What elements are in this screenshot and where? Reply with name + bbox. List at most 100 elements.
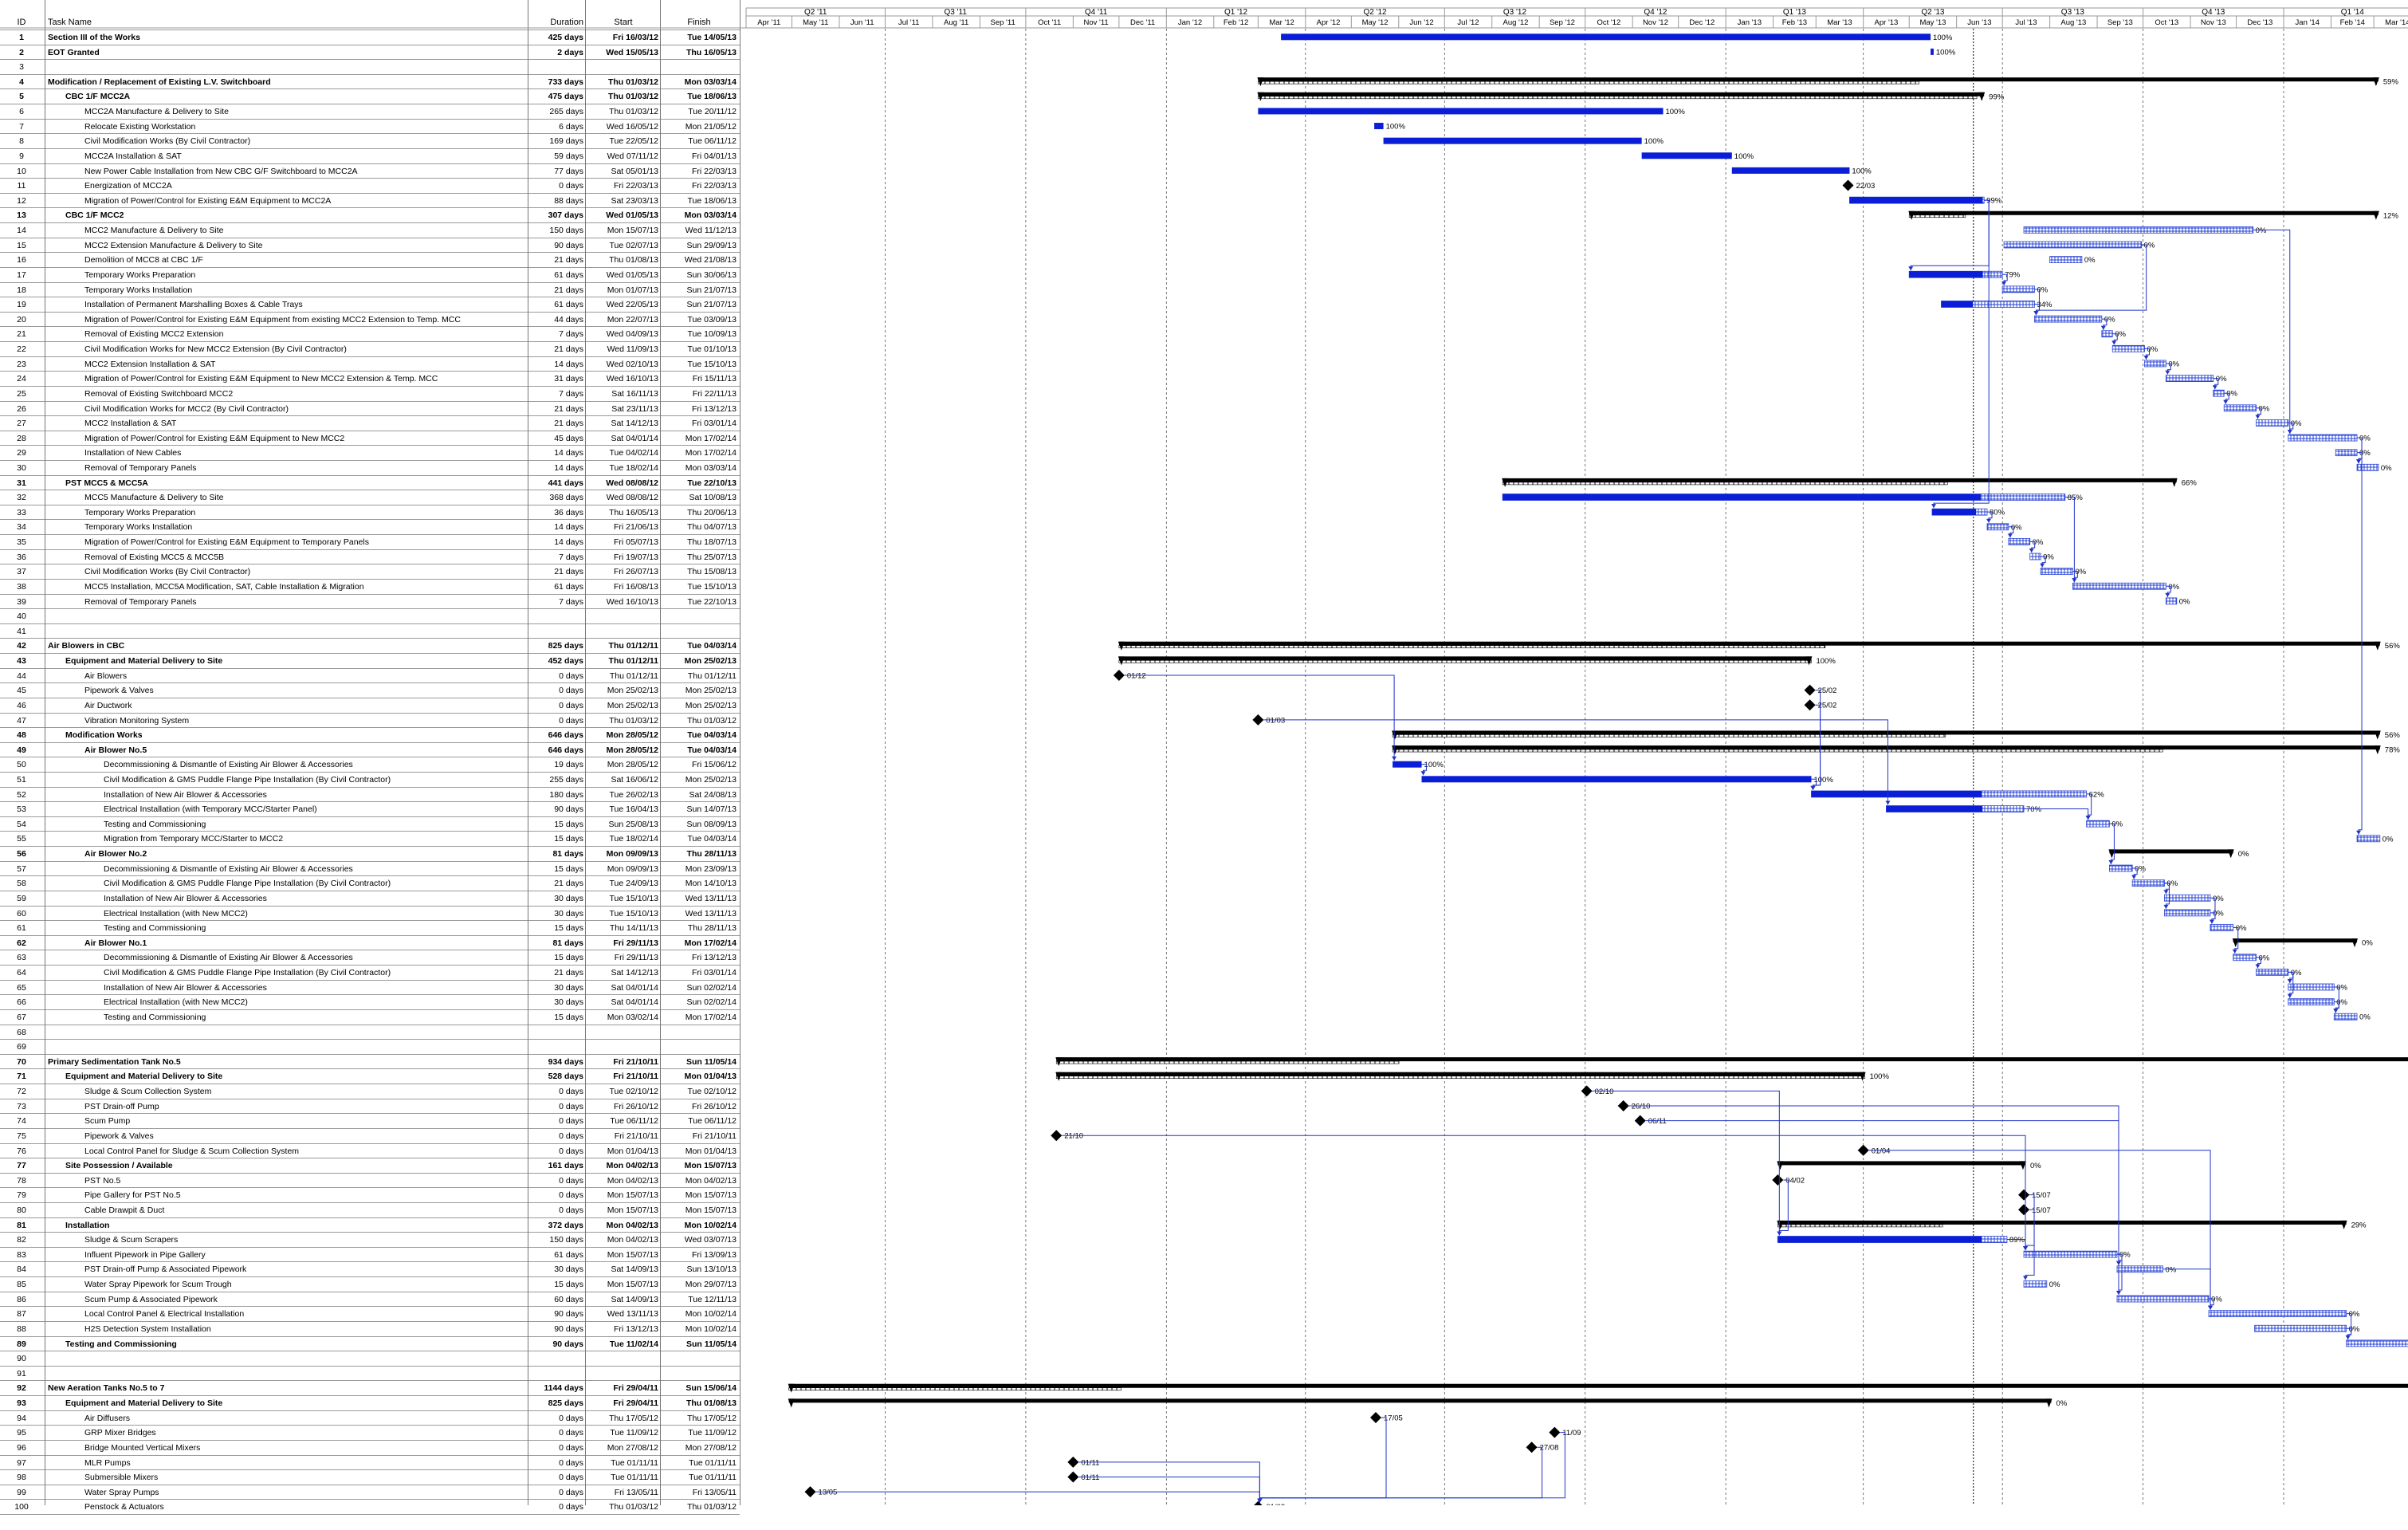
task-row[interactable]: 29 Installation of New Cables 14 days Tue 0…: [0, 445, 740, 461]
task-row[interactable]: 10 New Power Cable Installation from New …: [0, 163, 740, 179]
task-row[interactable]: 6 MCC2A Manufacture & Delivery to Site 265…: [0, 104, 740, 120]
column-header-finish[interactable]: Finish: [687, 18, 711, 27]
task-row[interactable]: 97 MLR Pumps 0 days Tue 01/11/11 Tue 01/11/1…: [0, 1454, 740, 1471]
task-row[interactable]: 93 Equipment and Material Delivery to Sit…: [0, 1395, 740, 1411]
task-row[interactable]: 95 GRP Mixer Bridges 0 days Tue 11/09/12 Tue…: [0, 1425, 740, 1441]
task-row[interactable]: 52 Installation of New Air Blower & Acces…: [0, 786, 740, 803]
task-row[interactable]: 68: [0, 1024, 740, 1040]
task-row[interactable]: 30 Removal of Temporary Panels 14 days Tue …: [0, 459, 740, 476]
task-row[interactable]: 71 Equipment and Material Delivery to Sit…: [0, 1068, 740, 1084]
task-row[interactable]: 8 Civil Modification Works (By Civil Cont…: [0, 133, 740, 149]
task-row[interactable]: 65 Installation of New Air Blower & Acces…: [0, 979, 740, 996]
task-row[interactable]: 58 Civil Modification & GMS Puddle Flange…: [0, 875, 740, 891]
task-row[interactable]: 74 Scum Pump 0 days Tue 06/11/12 Tue 06/11/1…: [0, 1113, 740, 1129]
task-row[interactable]: 33 Temporary Works Preparation 36 days Thu …: [0, 504, 740, 521]
task-row[interactable]: 34 Temporary Works Installation 14 days Fri…: [0, 519, 740, 535]
task-row[interactable]: 69: [0, 1039, 740, 1055]
task-row[interactable]: 26 Civil Modification Works for MCC2 (By …: [0, 400, 740, 417]
task-row[interactable]: 4 Modification / Replacement of Existing …: [0, 73, 740, 90]
column-header-id[interactable]: ID: [17, 18, 26, 27]
task-row[interactable]: 66 Electrical Installation (with New MCC2…: [0, 994, 740, 1010]
task-row[interactable]: 67 Testing and Commissioning 15 days Mon 03…: [0, 1009, 740, 1025]
task-row[interactable]: 22 Civil Modification Works for New MCC2 …: [0, 341, 740, 357]
task-row[interactable]: 85 Water Spray Pipework for Scum Trough 15…: [0, 1276, 740, 1292]
task-row[interactable]: 89 Testing and Commissioning 90 days Tue 11…: [0, 1335, 740, 1352]
task-row[interactable]: 64 Civil Modification & GMS Puddle Flange…: [0, 965, 740, 981]
task-row[interactable]: 27 MCC2 Installation & SAT 21 days Sat 14/1…: [0, 415, 740, 431]
task-row[interactable]: 78 PST No.5 0 days Mon 04/02/13 Mon 04/02/13: [0, 1172, 740, 1189]
column-header-duration[interactable]: Duration: [550, 18, 583, 27]
task-row[interactable]: 44 Air Blowers 0 days Thu 01/12/11 Thu 01/12…: [0, 667, 740, 684]
task-row[interactable]: 80 Cable Drawpit & Duct 0 days Mon 15/07/13…: [0, 1202, 740, 1218]
task-row[interactable]: 92 New Aeration Tanks No.5 to 7 1144 days F…: [0, 1380, 740, 1396]
task-row[interactable]: 7 Relocate Existing Workstation 6 days Wed …: [0, 118, 740, 135]
task-row[interactable]: 2 EOT Granted 2 days Wed 15/05/13 Thu 16/05/…: [0, 44, 740, 61]
task-row[interactable]: 51 Civil Modification & GMS Puddle Flange…: [0, 772, 740, 788]
task-row[interactable]: 70 Primary Sedimentation Tank No.5 934 day…: [0, 1053, 740, 1070]
task-row[interactable]: 91: [0, 1365, 740, 1382]
task-row[interactable]: 14 MCC2 Manufacture & Delivery to Site 150…: [0, 222, 740, 238]
task-row[interactable]: 38 MCC5 Installation, MCC5A Modification,…: [0, 578, 740, 595]
task-row[interactable]: 75 Pipework & Valves 0 days Fri 21/10/11 Fri…: [0, 1127, 740, 1144]
task-row[interactable]: 77 Site Possession / Available 161 days Mon…: [0, 1158, 740, 1174]
task-row[interactable]: 41: [0, 623, 740, 639]
task-row[interactable]: 82 Sludge & Scum Scrapers 150 days Mon 04/0…: [0, 1232, 740, 1248]
task-row[interactable]: 94 Air Diffusers 0 days Thu 17/05/12 Thu 17/…: [0, 1410, 740, 1426]
task-row[interactable]: 59 Installation of New Air Blower & Acces…: [0, 890, 740, 907]
task-row[interactable]: 13 CBC 1/F MCC2 307 days Wed 01/05/13 Mon 03…: [0, 207, 740, 223]
task-row[interactable]: 88 H2S Detection System Installation 90 da…: [0, 1320, 740, 1337]
task-row[interactable]: 5 CBC 1/F MCC2A 475 days Thu 01/03/12 Tue 18…: [0, 88, 740, 104]
task-row[interactable]: 56 Air Blower No.2 81 days Mon 09/09/13 Thu …: [0, 846, 740, 862]
task-row[interactable]: 76 Local Control Panel for Sludge & Scum …: [0, 1143, 740, 1159]
task-row[interactable]: 49 Air Blower No.5 646 days Mon 28/05/12 Tue…: [0, 741, 740, 758]
task-row[interactable]: 62 Air Blower No.1 81 days Fri 29/11/13 Mon …: [0, 934, 740, 951]
task-row[interactable]: 54 Testing and Commissioning 15 days Sun 25…: [0, 816, 740, 832]
task-row[interactable]: 84 PST Drain-off Pump & Associated Pipewo…: [0, 1261, 740, 1277]
task-row[interactable]: 31 PST MCC5 & MCC5A 441 days Wed 08/08/12 Tu…: [0, 474, 740, 491]
task-row[interactable]: 57 Decommissioning & Dismantle of Existin…: [0, 860, 740, 877]
task-row[interactable]: 11 Energization of MCC2A 0 days Fri 22/03/1…: [0, 178, 740, 194]
task-row[interactable]: 90: [0, 1351, 740, 1367]
task-row[interactable]: 16 Demolition of MCC8 at CBC 1/F 21 days Th…: [0, 252, 740, 268]
task-row[interactable]: 87 Local Control Panel & Electrical Insta…: [0, 1306, 740, 1322]
task-row[interactable]: 19 Installation of Permanent Marshalling …: [0, 297, 740, 313]
task-row[interactable]: 86 Scum Pump & Associated Pipework 60 days…: [0, 1291, 740, 1308]
task-row[interactable]: 3: [0, 59, 740, 75]
task-row[interactable]: 25 Removal of Existing Switchboard MCC2 7 …: [0, 385, 740, 402]
task-row[interactable]: 23 MCC2 Extension Installation & SAT 14 da…: [0, 356, 740, 372]
column-header-start[interactable]: Start: [614, 18, 633, 27]
task-row[interactable]: 35 Migration of Power/Control for Existin…: [0, 534, 740, 550]
task-row[interactable]: 39 Removal of Temporary Panels 7 days Wed 1…: [0, 593, 740, 610]
task-row[interactable]: 53 Electrical Installation (with Temporar…: [0, 801, 740, 817]
task-row[interactable]: 40: [0, 608, 740, 624]
task-row[interactable]: 28 Migration of Power/Control for Existin…: [0, 430, 740, 446]
task-row[interactable]: 81 Installation 372 days Mon 04/02/13 Mon 10…: [0, 1217, 740, 1233]
task-row[interactable]: 50 Decommissioning & Dismantle of Existin…: [0, 757, 740, 773]
task-row[interactable]: 24 Migration of Power/Control for Existin…: [0, 371, 740, 387]
task-row[interactable]: 99 Water Spray Pumps 0 days Fri 13/05/11 Fri…: [0, 1484, 740, 1501]
task-row[interactable]: 43 Equipment and Material Delivery to Sit…: [0, 653, 740, 669]
task-row[interactable]: 9 MCC2A Installation & SAT 59 days Wed 07/1…: [0, 147, 740, 164]
task-row[interactable]: 45 Pipework & Valves 0 days Mon 25/02/13 Mon…: [0, 682, 740, 698]
task-row[interactable]: 46 Air Ductwork 0 days Mon 25/02/13 Mon 25/0…: [0, 697, 740, 714]
task-row[interactable]: 42 Air Blowers in CBC 825 days Thu 01/12/11…: [0, 638, 740, 654]
task-row[interactable]: 63 Decommissioning & Dismantle of Existin…: [0, 950, 740, 966]
task-row[interactable]: 61 Testing and Commissioning 15 days Thu 14…: [0, 920, 740, 936]
column-header-task-name[interactable]: Task Name: [48, 18, 92, 27]
task-row[interactable]: 79 Pipe Gallery for PST No.5 0 days Mon 15/…: [0, 1187, 740, 1203]
task-row[interactable]: 73 PST Drain-off Pump 0 days Fri 26/10/12 Fr…: [0, 1098, 740, 1115]
task-row[interactable]: 36 Removal of Existing MCC5 & MCC5B 7 days…: [0, 549, 740, 565]
task-row[interactable]: 98 Submersible Mixers 0 days Tue 01/11/11 Tu…: [0, 1469, 740, 1485]
task-row[interactable]: 83 Influent Pipework in Pipe Gallery 61 da…: [0, 1246, 740, 1263]
task-row[interactable]: 48 Modification Works 646 days Mon 28/05/12…: [0, 727, 740, 743]
task-row[interactable]: 96 Bridge Mounted Vertical Mixers 0 days Mo…: [0, 1439, 740, 1456]
task-row[interactable]: 60 Electrical Installation (with New MCC2…: [0, 905, 740, 922]
task-row[interactable]: 47 Vibration Monitoring System 0 days Thu 0…: [0, 712, 740, 729]
task-row[interactable]: 15 MCC2 Extension Manufacture & Delivery …: [0, 237, 740, 254]
task-row[interactable]: 72 Sludge & Scum Collection System 0 days T…: [0, 1084, 740, 1099]
task-row[interactable]: 17 Temporary Works Preparation 61 days Wed …: [0, 266, 740, 283]
task-row[interactable]: 18 Temporary Works Installation 21 days Mon…: [0, 281, 740, 298]
task-row[interactable]: 12 Migration of Power/Control for Existin…: [0, 192, 740, 209]
task-row[interactable]: 32 MCC5 Manufacture & Delivery to Site 368…: [0, 490, 740, 505]
